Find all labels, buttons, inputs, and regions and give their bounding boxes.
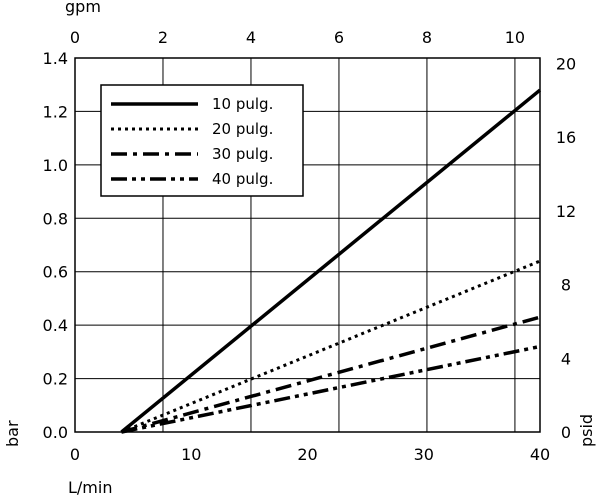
right-axis-label: psid [577,414,596,447]
bottom-tick-label: 20 [297,445,317,464]
right-tick-label: 20 [556,55,576,74]
series-lines [120,88,542,434]
bottom-axis-label: L/min [68,478,112,497]
series-line [121,315,541,434]
top-tick-label: 4 [246,28,256,47]
right-tick-label: 16 [556,128,576,147]
legend-label: 30 pulg. [212,145,273,163]
bottom-tick-label: 10 [181,445,201,464]
plot-frame [74,57,541,433]
left-tick-label: 0.0 [43,423,68,442]
right-tick-label: 12 [556,202,576,221]
top-tick-label: 10 [505,28,525,47]
legend-label: 40 pulg. [212,170,273,188]
right-tick-label: 4 [561,349,571,368]
top-tick-label: 0 [70,28,80,47]
legend-label: 10 pulg. [212,95,273,113]
left-tick-label: 0.8 [43,209,68,228]
left-tick-label: 1.0 [43,156,68,175]
left-tick-label: 0.2 [43,370,68,389]
bottom-tick-label: 30 [414,445,434,464]
top-tick-label: 8 [422,28,432,47]
bottom-tick-label: 0 [70,445,80,464]
right-tick-label: 0 [561,423,571,442]
top-tick-label: 2 [158,28,168,47]
series-line [120,88,542,434]
legend: 10 pulg. 20 pulg. 30 pulg. 40 pulg. [100,84,304,197]
top-axis-label: gpm [65,0,101,16]
left-tick-label: 0.6 [43,263,68,282]
tick-labels: 0 10 20 30 400 2 4 6 8 100.00.20.40.60.81.01.21.4… [43,28,577,464]
left-tick-label: 0.4 [43,316,68,335]
left-tick-label: 1.4 [43,49,68,68]
right-tick-label: 8 [561,276,571,295]
left-axis-label: bar [3,420,22,447]
top-tick-label: 6 [334,28,344,47]
series-line [121,344,541,434]
left-tick-label: 1.2 [43,102,68,121]
legend-label: 20 pulg. [212,120,273,138]
series-line [120,259,541,434]
bottom-tick-label: 40 [530,445,550,464]
